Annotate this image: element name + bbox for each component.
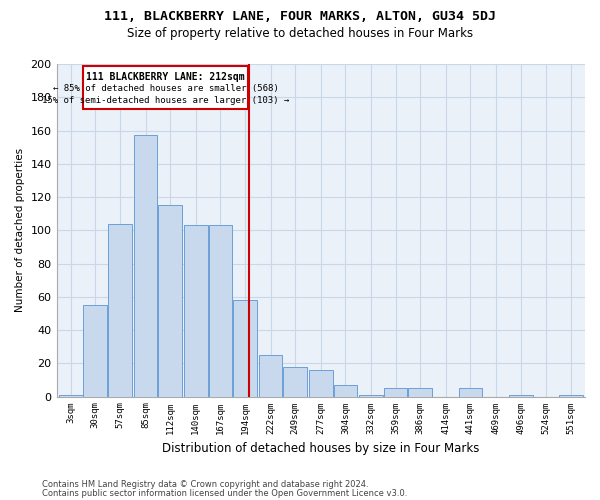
Bar xyxy=(209,226,232,396)
Bar xyxy=(409,388,432,396)
X-axis label: Distribution of detached houses by size in Four Marks: Distribution of detached houses by size … xyxy=(162,442,479,455)
Bar xyxy=(158,206,182,396)
Bar xyxy=(359,395,383,396)
Text: Size of property relative to detached houses in Four Marks: Size of property relative to detached ho… xyxy=(127,28,473,40)
Text: Contains public sector information licensed under the Open Government Licence v3: Contains public sector information licen… xyxy=(42,488,407,498)
Bar xyxy=(83,305,107,396)
Bar xyxy=(334,385,357,396)
Text: Contains HM Land Registry data © Crown copyright and database right 2024.: Contains HM Land Registry data © Crown c… xyxy=(42,480,368,489)
Bar xyxy=(384,388,407,396)
Bar xyxy=(134,136,157,396)
Bar xyxy=(184,226,208,396)
Bar xyxy=(509,395,533,396)
Bar xyxy=(309,370,332,396)
Bar xyxy=(458,388,482,396)
Bar xyxy=(59,395,83,396)
Y-axis label: Number of detached properties: Number of detached properties xyxy=(15,148,25,312)
Bar xyxy=(233,300,257,396)
Text: 111 BLACKBERRY LANE: 212sqm: 111 BLACKBERRY LANE: 212sqm xyxy=(86,72,245,83)
Bar xyxy=(259,355,283,397)
Bar xyxy=(559,395,583,396)
Bar xyxy=(283,366,307,396)
Text: 15% of semi-detached houses are larger (103) →: 15% of semi-detached houses are larger (… xyxy=(42,96,289,104)
Bar xyxy=(83,66,248,109)
Text: ← 85% of detached houses are smaller (568): ← 85% of detached houses are smaller (56… xyxy=(53,84,278,93)
Bar xyxy=(108,224,132,396)
Text: 111, BLACKBERRY LANE, FOUR MARKS, ALTON, GU34 5DJ: 111, BLACKBERRY LANE, FOUR MARKS, ALTON,… xyxy=(104,10,496,23)
